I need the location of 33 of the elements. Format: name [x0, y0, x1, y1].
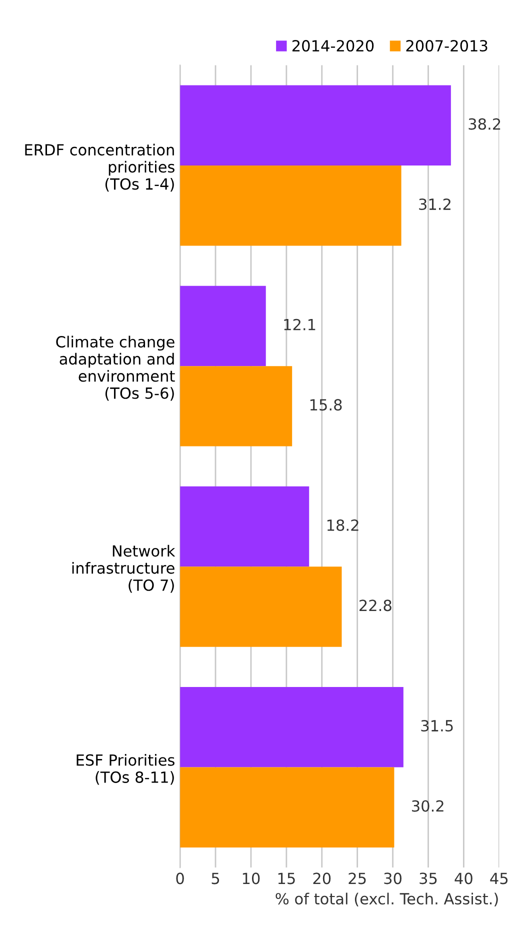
- data-label: 31.2: [419, 198, 450, 210]
- x-tick-label: 15: [278, 872, 295, 884]
- x-tick-label: 30: [384, 872, 402, 884]
- bar: [180, 767, 394, 848]
- legend-label: 2007-2013: [406, 40, 488, 52]
- data-label: 12.1: [284, 318, 316, 330]
- x-tick-label: 10: [242, 872, 260, 884]
- data-label: 22.8: [360, 600, 392, 612]
- data-label: 18.2: [327, 519, 358, 531]
- bar: [180, 486, 310, 567]
- x-tick-label: 40: [454, 872, 472, 884]
- x-tick-label: 35: [420, 872, 437, 884]
- y-tick-label: ESF Priorities (TOs 8-11): [76, 754, 174, 785]
- bar: [180, 686, 404, 768]
- y-tick-label: ERDF concentration priorities (TOs 1-4): [25, 144, 174, 192]
- data-label: 31.5: [421, 720, 453, 732]
- y-tick-label: Network infrastructure (TO 7): [72, 544, 176, 593]
- x-tick-label: 45: [490, 872, 508, 884]
- data-label: 38.2: [468, 118, 500, 130]
- bar: [180, 366, 292, 446]
- y-tick-label: Climate change adaptation and environment (TOs 5-6): [56, 336, 175, 401]
- data-label: 30.2: [412, 800, 444, 812]
- x-tick-label: 25: [348, 872, 366, 884]
- x-tick-label: 0: [176, 872, 184, 884]
- x-axis-title: % of total (excl. Tech. Assist.): [276, 892, 498, 906]
- data-label: 15.8: [310, 399, 342, 411]
- legend-label: 2014-2020: [292, 40, 374, 52]
- bar: [180, 165, 402, 246]
- bar: [180, 286, 266, 366]
- bar: [180, 566, 342, 647]
- x-tick-label: 20: [313, 872, 331, 884]
- bar: [180, 85, 451, 166]
- x-tick-label: 5: [212, 872, 220, 884]
